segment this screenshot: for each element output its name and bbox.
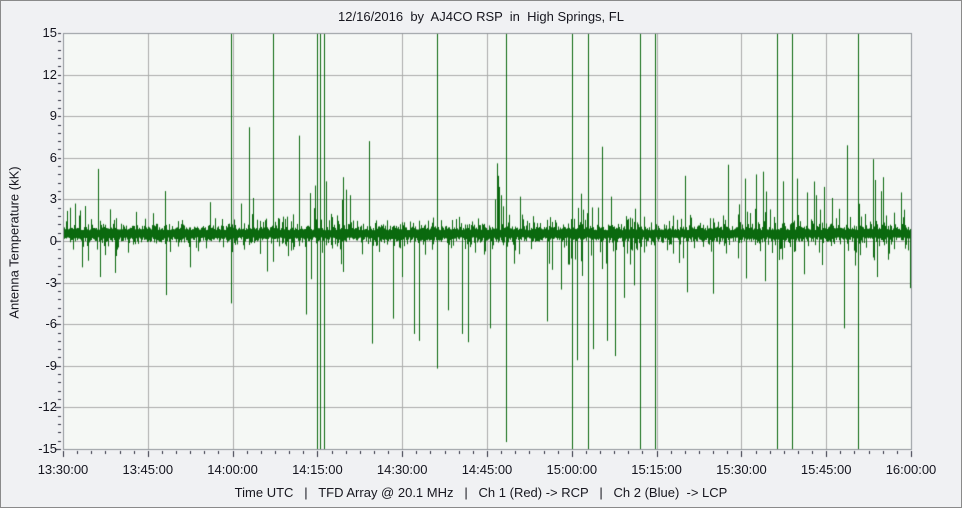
x-tick-label: 15:45:00 [800,462,852,477]
x-tick-label: 14:45:00 [461,462,513,477]
x-tick-label: 15:00:00 [546,462,598,477]
y-tick-label: -9 [45,357,57,373]
chart-title: 12/16/2016 by AJ4CO RSP in High Springs,… [338,9,624,24]
x-tick-label: 15:30:00 [716,462,767,477]
y-tick-label: -12 [38,399,57,415]
y-tick-label: -3 [45,274,57,290]
y-tick-label: -6 [45,316,57,332]
y-tick-label: -15 [38,441,57,456]
y-tick-label: 3 [49,191,57,207]
y-tick-label: 9 [49,108,57,124]
x-tick-label: 13:45:00 [122,462,174,477]
x-tick-label: 14:15:00 [292,462,343,477]
y-tick-label: 15 [42,25,57,40]
x-tick-label: 14:30:00 [376,462,428,477]
y-tick-label: 6 [49,149,57,165]
x-axis-caption: Time UTC | TFD Array @ 20.1 MHz | Ch 1 (… [234,485,728,500]
x-tick-label: 16:00:00 [885,462,937,477]
x-tick-label: 13:30:00 [37,462,89,477]
x-tick-label: 14:00:00 [207,462,258,477]
y-tick-label: 12 [42,66,57,82]
x-tick-label: 15:15:00 [631,462,682,477]
y-tick-label: 0 [49,233,57,248]
